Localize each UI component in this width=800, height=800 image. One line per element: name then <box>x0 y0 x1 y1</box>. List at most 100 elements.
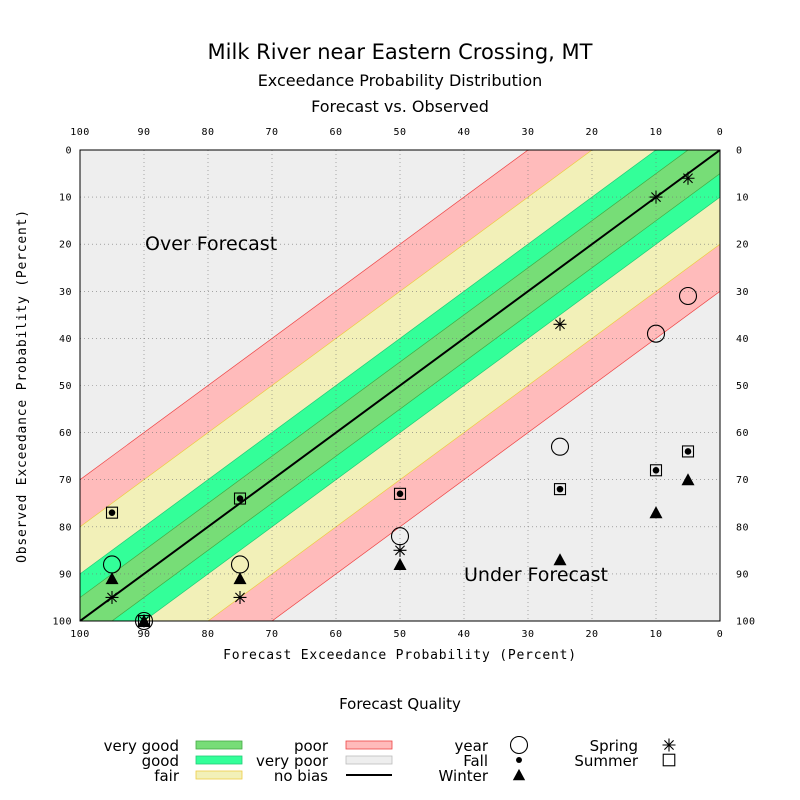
marker-summer <box>553 483 567 496</box>
marker-fall <box>236 495 244 502</box>
x-tick-label-bottom: 40 <box>457 629 470 640</box>
x-tick-label-bottom: 30 <box>521 629 534 640</box>
marker-summer <box>137 614 151 628</box>
no-bias-diagonal <box>80 150 720 621</box>
marker-summer <box>105 506 119 519</box>
marker-summer <box>393 487 407 500</box>
y-tick-label-left: 10 <box>59 193 72 204</box>
y-tick-label-left: 40 <box>59 334 72 345</box>
x-tick-label-bottom: 100 <box>70 629 90 640</box>
legend-label-fair: fair <box>154 767 179 785</box>
y-tick-label-left: 90 <box>59 569 72 580</box>
marker-winter <box>649 506 663 519</box>
x-tick-label-top: 60 <box>329 127 342 138</box>
marker-spring <box>681 171 695 185</box>
x-tick-label-bottom: 50 <box>393 629 406 640</box>
marker-summer <box>233 492 247 505</box>
y-tick-label-right: 90 <box>736 569 749 580</box>
legend-swatch-fair <box>195 770 243 780</box>
legend-label-spring: Spring <box>589 737 638 755</box>
legend-label-poor: poor <box>293 737 328 755</box>
x-tick-label-bottom: 0 <box>717 629 724 640</box>
x-tick-label-top: 40 <box>457 127 470 138</box>
x-tick-label-top: 30 <box>521 127 534 138</box>
marker-fall <box>684 448 692 455</box>
plot-frame <box>79 149 721 622</box>
y-tick-label-right: 40 <box>736 334 749 345</box>
marker-summer <box>662 753 676 767</box>
x-tick-label-bottom: 70 <box>265 629 278 640</box>
legend-swatch-poor <box>345 740 393 750</box>
tick-labels: 1001009090808070706060505040403030202010… <box>52 127 755 640</box>
marker-year <box>550 437 570 456</box>
marker-winter <box>681 473 695 486</box>
legend-label-summer: Summer <box>574 752 638 770</box>
marker-year <box>134 611 154 631</box>
y-tick-label-right: 10 <box>736 193 749 204</box>
x-axis-label: Forecast Exceedance Probability (Percent… <box>223 648 577 663</box>
y-tick-label-left: 70 <box>59 475 72 486</box>
legend <box>195 735 676 781</box>
legend-label-year: year <box>454 737 488 755</box>
y-tick-label-left: 50 <box>59 381 72 392</box>
x-tick-label-bottom: 10 <box>649 629 662 640</box>
chart-title: Milk River near Eastern Crossing, MT <box>207 40 593 64</box>
x-tick-label-top: 100 <box>70 127 90 138</box>
x-tick-label-top: 90 <box>137 127 150 138</box>
legend-label-winter: Winter <box>438 767 488 785</box>
grid-lines <box>80 150 720 621</box>
x-tick-label-bottom: 20 <box>585 629 598 640</box>
marker-year <box>678 286 698 306</box>
y-axis-label: Observed Exceedance Probability (Percent… <box>15 209 30 563</box>
y-tick-label-left: 60 <box>59 428 72 439</box>
legend-label-very-poor: very poor <box>256 752 328 770</box>
marker-fall <box>396 490 404 498</box>
marker-winter <box>393 557 407 571</box>
legend-swatch-good <box>195 755 243 765</box>
marker-spring <box>649 190 663 204</box>
marker-fall <box>108 509 116 516</box>
marker-spring <box>553 317 567 331</box>
marker-spring <box>137 614 151 628</box>
y-tick-label-right: 70 <box>736 475 749 486</box>
legend-label-no-bias: no bias <box>273 767 328 785</box>
x-tick-label-bottom: 80 <box>201 629 214 640</box>
legend-title: Forecast Quality <box>339 695 461 713</box>
marker-summer <box>681 445 695 458</box>
y-tick-label-right: 100 <box>736 617 756 628</box>
y-tick-label-left: 0 <box>65 146 72 157</box>
no-bias-line <box>80 150 720 621</box>
chart-subtitle-2: Forecast vs. Observed <box>311 97 489 116</box>
marker-year <box>509 735 529 755</box>
y-tick-label-right: 60 <box>736 428 749 439</box>
y-tick-label-left: 30 <box>59 287 72 298</box>
marker-winter <box>553 553 567 566</box>
x-tick-label-top: 80 <box>201 127 214 138</box>
y-tick-label-right: 50 <box>736 381 749 392</box>
marker-fall <box>516 757 522 763</box>
data-points <box>102 171 698 631</box>
x-tick-label-top: 70 <box>265 127 278 138</box>
y-tick-label-left: 100 <box>52 617 72 628</box>
marker-spring <box>105 590 119 604</box>
legend-label-very-good: very good <box>103 737 179 755</box>
marker-winter <box>512 768 526 781</box>
y-tick-label-right: 80 <box>736 522 749 533</box>
y-tick-label-left: 20 <box>59 240 72 251</box>
x-tick-label-top: 50 <box>393 127 406 138</box>
marker-spring <box>662 738 676 752</box>
legend-label-good: good <box>141 752 179 770</box>
marker-spring <box>393 543 407 557</box>
x-tick-label-top: 10 <box>649 127 662 138</box>
legend-swatch-very-good <box>195 740 243 750</box>
x-tick-label-top: 0 <box>717 127 724 138</box>
legend-label-fall: Fall <box>463 752 488 770</box>
marker-year <box>646 324 666 343</box>
marker-spring <box>233 590 247 604</box>
y-tick-label-left: 80 <box>59 522 72 533</box>
marker-fall <box>556 485 564 493</box>
y-tick-label-right: 20 <box>736 240 749 251</box>
under-forecast-label: Under Forecast <box>464 564 608 586</box>
over-forecast-label: Over Forecast <box>145 233 277 255</box>
